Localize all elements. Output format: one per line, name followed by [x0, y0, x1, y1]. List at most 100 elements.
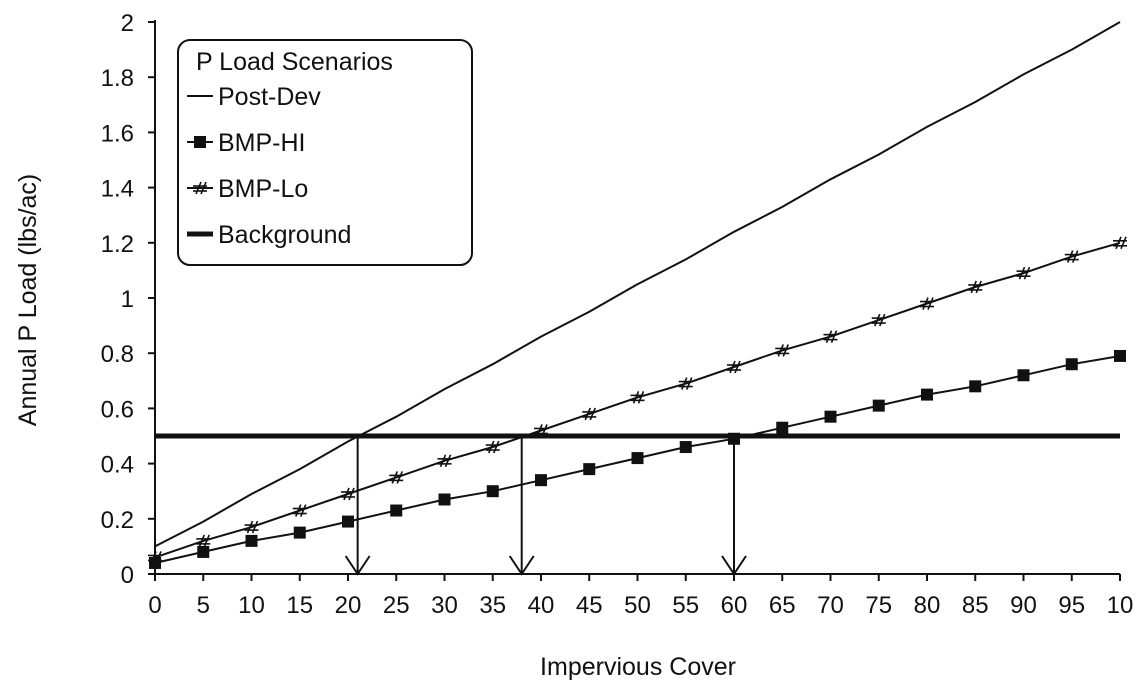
x-tick-label: 65: [769, 592, 796, 619]
hash-stroke: [295, 504, 302, 517]
x-tick-label: 55: [672, 592, 699, 619]
hash-stroke: [200, 181, 207, 195]
x-tick-label: 50: [624, 592, 651, 619]
y-tick-label: 1: [121, 286, 134, 313]
hash-stroke: [444, 454, 452, 468]
point-bmp-lo: [196, 534, 211, 548]
hash-stroke: [195, 181, 202, 195]
x-tick-label: 95: [1058, 592, 1085, 619]
legend-item-post-dev: Post-Dev: [187, 83, 321, 111]
annotation-arrow-head: [344, 555, 371, 576]
y-tick-label: 0.6: [101, 396, 134, 423]
hash-stroke: [439, 454, 447, 468]
hash-stroke: [155, 551, 162, 564]
point-bmp-lo: [389, 471, 404, 484]
hash-stroke: [246, 520, 254, 534]
point-bmp-hi: [342, 515, 354, 528]
x-tick-label: 20: [335, 592, 362, 619]
hash-stroke: [874, 313, 881, 327]
series-line-post-dev: [154, 21, 1121, 548]
x-axis-title: Impervious Cover: [540, 653, 736, 681]
hash-stroke: [922, 297, 929, 310]
point-bmp-lo: [727, 360, 741, 374]
point-bmp-hi: [438, 493, 451, 506]
hash-stroke: [975, 280, 982, 294]
hash-stroke: [300, 504, 307, 517]
y-tick-label: 0: [121, 562, 134, 589]
y-tick-label: 1.6: [101, 120, 134, 147]
point-bmp-lo: [1064, 250, 1079, 263]
hash-stroke: [1067, 250, 1074, 263]
point-bmp-hi: [679, 441, 692, 454]
point-bmp-hi: [535, 474, 547, 487]
hash-stroke: [1023, 266, 1031, 280]
legend-item-bmp-hi: BMP-HI: [187, 129, 306, 157]
hash-stroke: [970, 280, 977, 294]
hash-stroke: [396, 471, 403, 484]
hash-stroke: [493, 440, 500, 454]
hash-stroke: [782, 344, 789, 357]
hash-stroke: [1018, 266, 1026, 280]
x-tick-label: 85: [962, 592, 989, 619]
legend-item-background: Background: [187, 221, 351, 249]
hash-stroke: [488, 440, 495, 454]
point-bmp-hi: [921, 388, 933, 401]
point-bmp-lo: [871, 313, 886, 327]
hash-stroke: [198, 534, 205, 548]
x-tick-label: 45: [576, 592, 603, 619]
legend: P Load Scenarios Post-Dev BMP-HI BMP-Lo Bac…: [177, 39, 473, 266]
point-bmp-lo: [341, 487, 355, 501]
y-tick-label: 0.8: [101, 341, 134, 368]
annotation-arrow-head: [508, 555, 535, 576]
hash-stroke: [686, 377, 693, 390]
x-tick-label: 10: [1107, 592, 1134, 619]
hash-stroke: [584, 407, 591, 421]
y-tick-label: 1.4: [101, 176, 134, 203]
x-tick-label: 0: [148, 592, 161, 619]
hash-stroke: [1120, 236, 1127, 250]
hash-stroke: [632, 391, 640, 404]
annotation-arrow-head: [721, 555, 747, 576]
hash-stroke: [589, 407, 596, 421]
x-tick-label: 75: [865, 592, 892, 619]
point-bmp-lo: [1113, 236, 1127, 250]
point-bmp-hi: [293, 526, 306, 539]
hash-stroke: [637, 391, 645, 404]
hash-stroke: [203, 534, 210, 548]
hash-stroke: [1072, 250, 1079, 263]
x-tick-label: 40: [528, 592, 555, 619]
legend-label: Post-Dev: [218, 83, 321, 111]
point-bmp-hi: [776, 421, 789, 434]
point-bmp-lo: [582, 407, 597, 421]
x-tick-label: 60: [721, 592, 748, 619]
point-bmp-lo: [823, 330, 838, 343]
x-tick-label: 35: [479, 592, 506, 619]
hash-stroke: [681, 377, 688, 390]
y-tick-label: 0.4: [101, 452, 134, 479]
legend-item-bmp-lo: BMP-Lo: [187, 175, 308, 203]
point-bmp-lo: [292, 504, 307, 517]
legend-box: [177, 39, 473, 266]
x-tick-label: 90: [1010, 592, 1037, 619]
point-bmp-hi: [197, 545, 210, 558]
hash-stroke: [343, 487, 350, 501]
hash-stroke: [830, 330, 838, 343]
point-bmp-hi: [1114, 349, 1126, 362]
x-tick-label: 30: [431, 592, 458, 619]
x-tick-label: 5: [197, 592, 210, 619]
y-tick-label: 1.8: [101, 65, 134, 92]
hash-stroke: [729, 360, 736, 374]
legend-marker: [194, 136, 206, 148]
point-bmp-lo: [968, 280, 983, 294]
legend-label: Background: [218, 221, 351, 249]
point-bmp-lo: [678, 377, 693, 390]
hash-stroke: [825, 330, 833, 343]
hash-stroke: [879, 313, 886, 327]
point-bmp-lo: [775, 344, 790, 357]
hash-stroke: [1115, 236, 1122, 250]
hash-stroke: [734, 360, 741, 374]
plot-area: 00.20.40.60.811.21.41.61.820 5 10 15 20 25 30 3…: [101, 10, 1134, 619]
point-bmp-lo: [485, 440, 500, 454]
point-bmp-hi: [1065, 358, 1078, 371]
